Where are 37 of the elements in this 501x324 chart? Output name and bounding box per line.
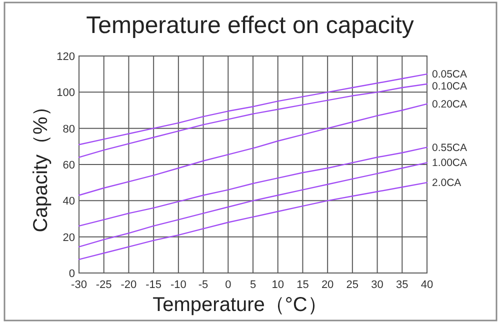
- x-tick-label: 5: [250, 279, 256, 291]
- x-tick-label: 15: [296, 279, 309, 291]
- y-tick-label: 100: [56, 87, 75, 100]
- line-series: [78, 103, 428, 196]
- x-axis-title: Temperature（°C）: [152, 294, 328, 316]
- series-label: 0.20CA: [432, 98, 468, 110]
- y-tick-label: 120: [56, 51, 75, 63]
- x-tick-label: -20: [120, 279, 137, 291]
- y-tick-label: 20: [62, 232, 75, 244]
- x-tick-label: 25: [346, 279, 359, 291]
- series-label: 0.05CA: [432, 68, 468, 81]
- x-tick-label: 30: [371, 279, 384, 291]
- y-tick-label: 60: [62, 160, 75, 172]
- x-tick-label: 0: [225, 279, 232, 291]
- x-tick-label: -5: [198, 279, 208, 291]
- y-tick-label: 80: [62, 123, 75, 136]
- line-series: [78, 73, 428, 146]
- x-tick-label: -10: [170, 279, 186, 291]
- y-tick-label: 0: [68, 268, 75, 280]
- line-series: [78, 83, 428, 158]
- line-series: [78, 162, 428, 248]
- series-label: 2.0CA: [432, 177, 462, 190]
- x-tick-label: -25: [96, 279, 112, 291]
- chart-title: Temperature effect on capacity: [86, 12, 414, 39]
- x-tick-label: -30: [71, 279, 87, 291]
- x-tick-label: 40: [420, 279, 434, 291]
- series-label: 0.55CA: [432, 142, 468, 154]
- series-label: 1.00CA: [432, 157, 468, 170]
- y-tick-label: 40: [62, 196, 75, 208]
- x-tick-label: -15: [146, 279, 162, 291]
- x-tick-label: 10: [272, 279, 284, 291]
- x-tick-label: 35: [396, 279, 408, 291]
- line-series: [78, 146, 428, 227]
- x-tick-label: 20: [321, 279, 334, 291]
- series-label: 0.10CA: [432, 80, 468, 93]
- line-series: [78, 182, 428, 260]
- y-axis-title: Capacity（%）: [30, 96, 52, 232]
